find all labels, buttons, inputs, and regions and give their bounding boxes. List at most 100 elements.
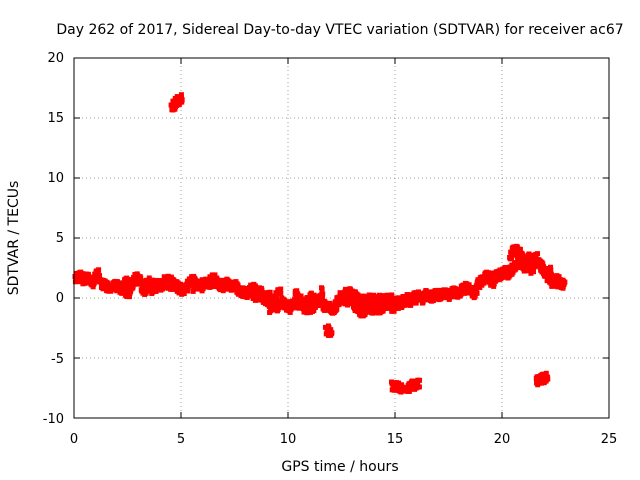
data-point [254, 287, 260, 293]
data-point [220, 287, 226, 293]
data-point [327, 302, 333, 308]
data-point [502, 265, 508, 271]
data-point [191, 285, 197, 291]
data-point [413, 294, 419, 300]
data-point [183, 288, 189, 294]
data-point [532, 264, 538, 270]
data-points [72, 92, 568, 395]
data-point [355, 292, 361, 298]
data-point [406, 388, 412, 394]
data-point [295, 296, 301, 302]
data-point [436, 297, 442, 303]
data-point [540, 261, 546, 267]
data-point [149, 277, 155, 283]
data-point [322, 307, 328, 313]
data-point [170, 277, 176, 283]
y-tick-label: 15 [47, 111, 64, 126]
data-point [403, 385, 409, 391]
x-tick-label: 10 [280, 432, 297, 447]
data-point [549, 282, 555, 288]
data-point [528, 252, 534, 258]
data-point [329, 330, 335, 336]
series-secondary-traces [122, 243, 557, 316]
data-point [305, 306, 311, 312]
x-tick-label: 5 [177, 432, 185, 447]
data-point [511, 252, 517, 258]
data-point [224, 282, 230, 288]
data-point [161, 274, 167, 280]
data-point [340, 298, 346, 304]
data-point [391, 308, 397, 314]
data-point [448, 294, 454, 300]
data-point [413, 300, 419, 306]
data-point [522, 258, 528, 264]
data-point [137, 275, 143, 281]
data-point [222, 279, 228, 285]
data-point [388, 300, 394, 306]
grid-lines [74, 58, 609, 418]
data-point [398, 389, 404, 395]
data-point [378, 300, 384, 306]
x-axis-label: GPS time / hours [281, 459, 398, 475]
data-point [391, 295, 397, 301]
data-point [318, 285, 324, 291]
data-point [328, 306, 334, 312]
data-point [425, 297, 431, 303]
data-point [190, 288, 196, 294]
data-point [90, 284, 96, 290]
data-point [154, 285, 160, 291]
data-point [406, 294, 412, 300]
data-point [380, 308, 386, 314]
data-point [309, 305, 315, 311]
data-point [560, 285, 566, 291]
data-point [508, 255, 514, 261]
data-point [546, 266, 552, 272]
data-point [268, 307, 274, 313]
data-point [402, 296, 408, 302]
data-point [528, 270, 534, 276]
data-point [394, 299, 400, 305]
data-point [395, 304, 401, 310]
y-tick-label: -10 [43, 412, 64, 427]
data-point [295, 293, 301, 299]
data-point [287, 309, 293, 315]
data-point [490, 280, 496, 286]
data-point [396, 380, 402, 386]
x-tick-label: 15 [387, 432, 404, 447]
data-point [298, 293, 304, 299]
x-tick-labels: 0 5 10 15 20 25 [70, 432, 617, 447]
data-point [328, 332, 334, 338]
data-point [455, 293, 461, 299]
data-point [346, 289, 352, 295]
data-point [274, 294, 280, 300]
y-tick-label: 5 [56, 231, 64, 246]
data-point [209, 278, 215, 284]
data-point [367, 292, 373, 298]
data-point [278, 291, 284, 297]
x-tick-label: 20 [494, 432, 511, 447]
data-point [259, 288, 265, 294]
data-point [524, 262, 530, 268]
data-point [149, 281, 155, 287]
data-point [284, 300, 290, 306]
data-point [338, 299, 344, 305]
data-point [167, 279, 173, 285]
tick-marks [73, 57, 610, 419]
data-point [295, 299, 301, 305]
data-point [549, 280, 555, 286]
x-tick-label: 25 [601, 432, 618, 447]
data-point [270, 296, 276, 302]
data-point [179, 97, 185, 103]
data-point [530, 269, 536, 275]
data-point [410, 378, 416, 384]
data-point [361, 301, 367, 307]
data-point [389, 379, 395, 385]
data-point [209, 275, 215, 281]
data-point [317, 294, 323, 300]
data-point [517, 247, 523, 253]
data-point [446, 296, 452, 302]
data-point [372, 295, 378, 301]
data-point [368, 310, 374, 316]
y-tick-label: -5 [51, 352, 64, 367]
